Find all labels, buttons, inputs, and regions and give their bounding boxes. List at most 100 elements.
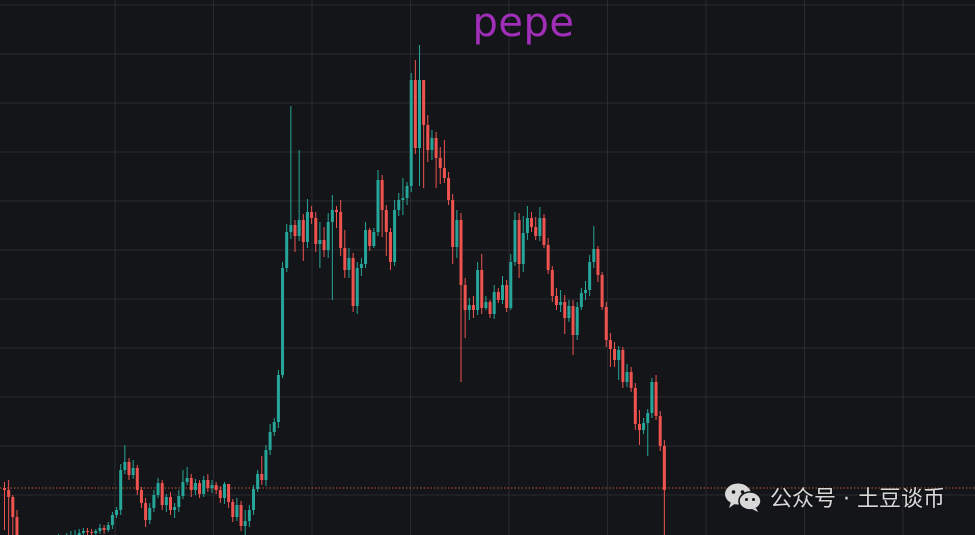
candle-body — [563, 302, 567, 318]
candle-body — [98, 528, 102, 531]
candle — [70, 531, 72, 535]
candle-body — [380, 180, 384, 210]
candle-body — [173, 507, 177, 510]
candle — [409, 73, 413, 192]
candle-body — [584, 290, 587, 293]
candle-body — [637, 424, 641, 430]
candle — [189, 474, 193, 497]
candle — [633, 383, 637, 430]
candle-body — [177, 496, 181, 507]
candle — [94, 529, 98, 535]
candle — [7, 480, 11, 535]
candle-body — [355, 268, 359, 306]
candle — [276, 370, 280, 428]
candle-body — [451, 200, 455, 247]
candle-body — [252, 489, 255, 510]
candle-body — [189, 478, 193, 490]
candle — [413, 60, 417, 154]
candle — [364, 222, 368, 268]
candle-body — [600, 275, 604, 307]
candle-body — [272, 422, 276, 432]
candle-body — [77, 533, 81, 535]
candle-body — [314, 218, 318, 244]
candle-body — [268, 432, 272, 450]
candle — [322, 227, 326, 257]
candle-body — [326, 222, 330, 250]
candle — [584, 281, 587, 300]
candle — [355, 262, 359, 314]
candle — [559, 290, 563, 312]
candle — [148, 503, 152, 524]
candle — [110, 512, 114, 529]
candle-body — [646, 413, 650, 423]
candle-body — [546, 245, 550, 270]
candle — [15, 510, 19, 535]
candle-body — [575, 307, 579, 335]
wechat-icon — [725, 483, 762, 512]
candle — [115, 507, 119, 518]
candle — [173, 503, 177, 518]
candle-body — [86, 531, 89, 532]
candle — [405, 182, 409, 205]
candle-body — [210, 485, 214, 488]
candle — [384, 205, 388, 256]
candle-body — [484, 302, 488, 308]
candle — [480, 254, 484, 314]
candle — [206, 474, 210, 492]
candle — [281, 262, 285, 378]
candle — [604, 302, 608, 347]
candle — [530, 212, 534, 232]
candle-body — [463, 285, 467, 310]
candle-body — [330, 210, 334, 222]
candle-body — [285, 232, 289, 268]
candle-body — [442, 168, 446, 178]
candle-body — [335, 210, 338, 212]
candle — [193, 479, 197, 495]
candle — [662, 440, 666, 535]
candle-body — [567, 306, 571, 318]
candle-body — [339, 212, 343, 248]
candle — [152, 490, 156, 512]
candle-body — [397, 200, 401, 210]
candle — [600, 272, 604, 310]
candle-body — [418, 80, 421, 148]
candle — [252, 485, 255, 515]
candle — [227, 484, 231, 508]
candle — [74, 530, 76, 535]
candle — [222, 482, 226, 504]
candle — [455, 210, 459, 258]
candle-body — [256, 474, 260, 489]
candle — [77, 529, 81, 535]
candle-body — [11, 497, 15, 517]
candle — [3, 482, 6, 530]
candle — [169, 492, 172, 515]
candle — [264, 445, 268, 486]
candle — [471, 296, 475, 318]
candle — [434, 132, 438, 188]
candle — [86, 528, 89, 535]
candle — [231, 499, 235, 522]
candle-body — [243, 521, 247, 526]
candle-body — [106, 525, 110, 530]
candle — [509, 254, 513, 310]
candle-body — [227, 484, 231, 502]
candle — [144, 498, 148, 527]
candle — [492, 285, 496, 319]
candle — [418, 45, 421, 186]
candle-body — [596, 249, 600, 275]
candle-body — [608, 340, 612, 349]
candle — [397, 193, 401, 216]
candle — [476, 262, 480, 315]
candle-body — [384, 210, 388, 232]
candle-body — [650, 382, 654, 413]
candle-body — [202, 480, 206, 494]
candle — [426, 115, 430, 162]
candle-body — [169, 497, 172, 510]
candle-body — [554, 296, 558, 305]
candle-body — [633, 388, 637, 424]
candle — [376, 170, 380, 236]
candle-body — [247, 510, 251, 521]
candle-body — [625, 372, 629, 382]
candle-body — [127, 462, 131, 475]
candle — [177, 490, 181, 512]
